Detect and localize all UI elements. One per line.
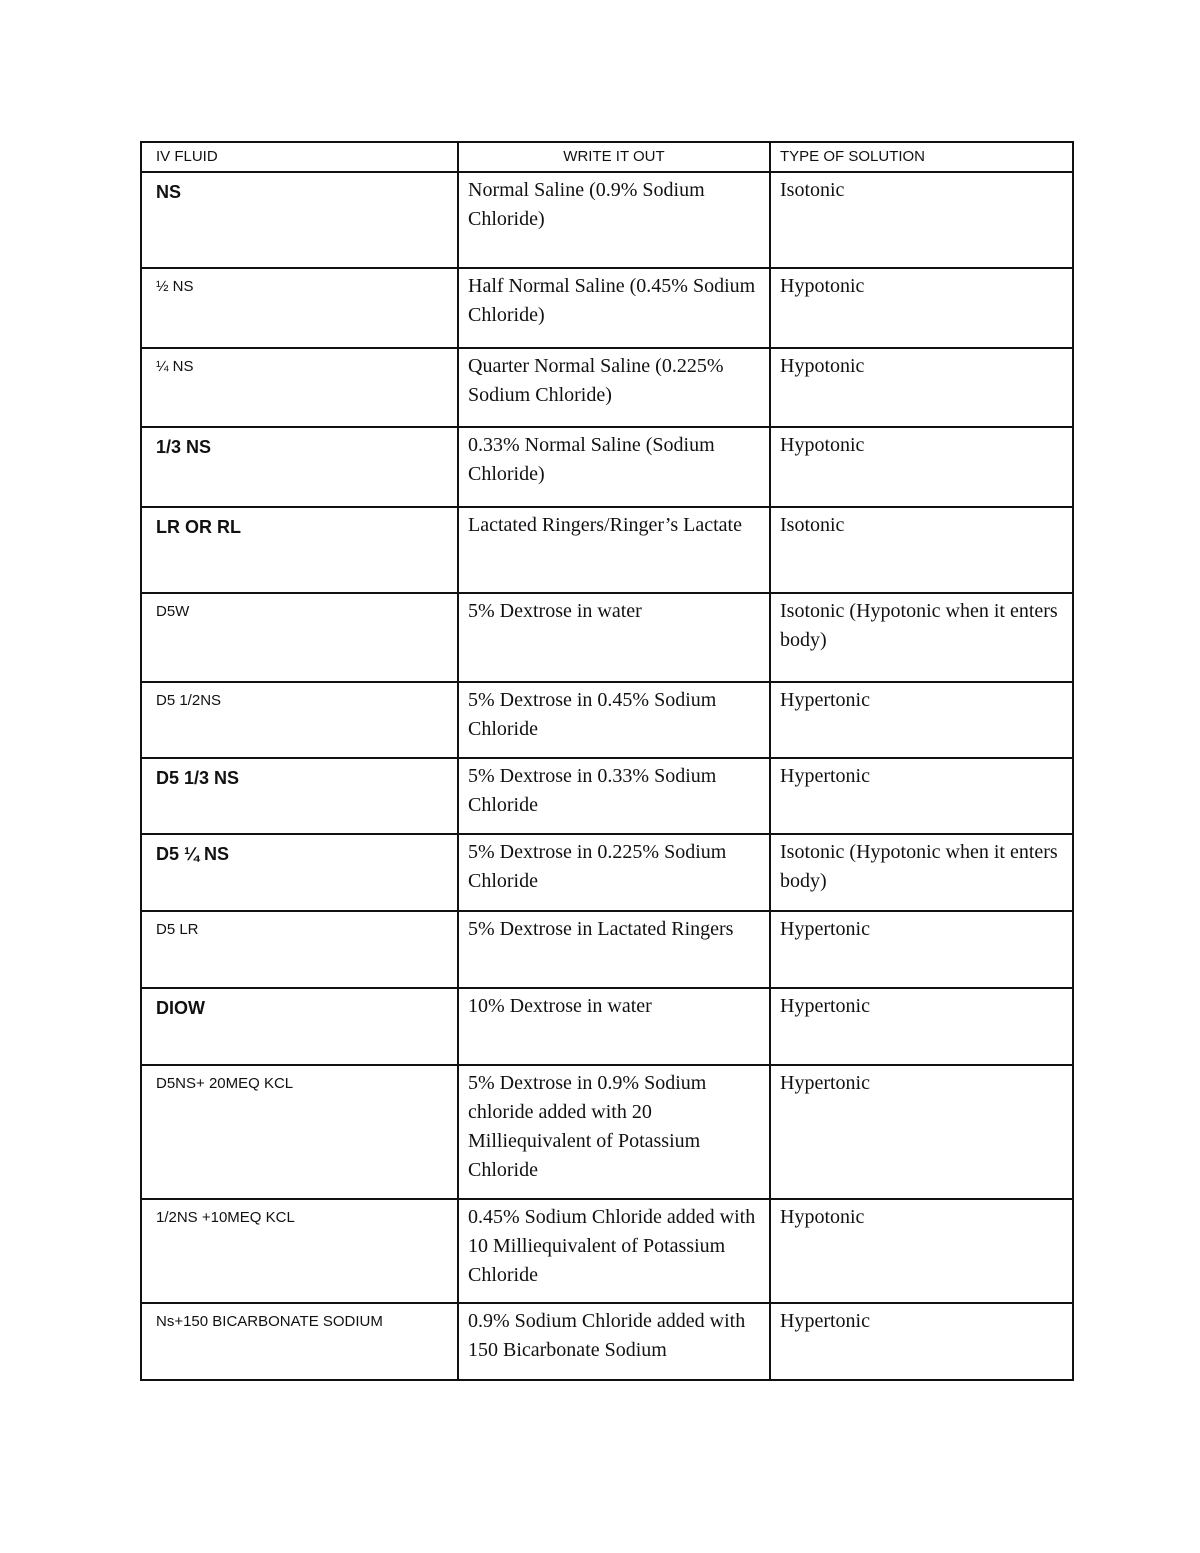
write-out-cell: Lactated Ringers/Ringer’s Lactate [457, 506, 771, 594]
fluid-cell: ¼ NS [140, 347, 459, 428]
write-out-cell: 10% Dextrose in water [457, 987, 771, 1066]
solution-type-cell: Isotonic (Hypotonic when it enters body) [769, 592, 1074, 683]
write-out-cell: 0.33% Normal Saline (Sodium Chloride) [457, 426, 771, 508]
solution-type-cell: Hypertonic [769, 987, 1074, 1066]
fluid-cell: DIOW [140, 987, 459, 1066]
fluid-cell: ½ NS [140, 267, 459, 349]
solution-type-cell: Hypertonic [769, 1302, 1074, 1381]
solution-type-cell: Isotonic [769, 171, 1074, 269]
write-out-cell: 0.9% Sodium Chloride added with 150 Bica… [457, 1302, 771, 1381]
fluid-cell: NS [140, 171, 459, 269]
table-row: NS Normal Saline (0.9% Sodium Chloride) Is… [140, 171, 1074, 269]
table-row: 1/2NS +10MEQ KCL 0.45% Sodium Chloride ad… [140, 1198, 1074, 1304]
iv-fluids-table: IV FLUID WRITE IT OUT TYPE OF SOLUTION N… [140, 141, 1074, 1381]
solution-type-cell: Hypotonic [769, 1198, 1074, 1304]
solution-type-cell: Hypertonic [769, 910, 1074, 989]
write-out-cell: Half Normal Saline (0.45% Sodium Chlorid… [457, 267, 771, 349]
fluid-cell: D5 LR [140, 910, 459, 989]
table-row: D5NS+ 20MEQ KCL 5% Dextrose in 0.9% Sodiu… [140, 1064, 1074, 1200]
solution-type-cell: Hypotonic [769, 347, 1074, 428]
table-row: ¼ NS Quarter Normal Saline (0.225% Sodium… [140, 347, 1074, 428]
table-row: D5 ¼ NS 5% Dextrose in 0.225% Sodium Chlo… [140, 833, 1074, 912]
solution-type-cell: Isotonic [769, 506, 1074, 594]
fluid-cell: 1/3 NS [140, 426, 459, 508]
write-out-cell: 5% Dextrose in 0.9% Sodium chloride adde… [457, 1064, 771, 1200]
header-write-it-out: WRITE IT OUT [457, 141, 771, 173]
write-out-cell: 5% Dextrose in 0.225% Sodium Chloride [457, 833, 771, 912]
write-out-cell: Normal Saline (0.9% Sodium Chloride) [457, 171, 771, 269]
header-type-of-solution: TYPE OF SOLUTION [769, 141, 1074, 173]
table-row: DIOW 10% Dextrose in water Hypertonic [140, 987, 1074, 1066]
table-row: ½ NS Half Normal Saline (0.45% Sodium Chl… [140, 267, 1074, 349]
fluid-cell: D5 1/2NS [140, 681, 459, 759]
table-row: D5 1/3 NS 5% Dextrose in 0.33% Sodium Chl… [140, 757, 1074, 835]
table-row: LR OR RL Lactated Ringers/Ringer’s Lactat… [140, 506, 1074, 594]
solution-type-cell: Hypertonic [769, 1064, 1074, 1200]
table-row: D5W 5% Dextrose in water Isotonic (Hypoton… [140, 592, 1074, 683]
table-row: D5 1/2NS 5% Dextrose in 0.45% Sodium Chlo… [140, 681, 1074, 759]
fluid-cell: D5NS+ 20MEQ KCL [140, 1064, 459, 1200]
fluid-cell: D5 ¼ NS [140, 833, 459, 912]
solution-type-cell: Hypotonic [769, 426, 1074, 508]
table-row: D5 LR 5% Dextrose in Lactated Ringers Hype… [140, 910, 1074, 989]
fluid-cell: D5 1/3 NS [140, 757, 459, 835]
write-out-cell: Quarter Normal Saline (0.225% Sodium Chl… [457, 347, 771, 428]
write-out-cell: 0.45% Sodium Chloride added with 10 Mill… [457, 1198, 771, 1304]
fluid-cell: LR OR RL [140, 506, 459, 594]
solution-type-cell: Hypertonic [769, 681, 1074, 759]
fluid-cell: Ns+150 BICARBONATE SODIUM [140, 1302, 459, 1381]
table-header-row: IV FLUID WRITE IT OUT TYPE OF SOLUTION [140, 141, 1074, 173]
write-out-cell: 5% Dextrose in 0.33% Sodium Chloride [457, 757, 771, 835]
write-out-cell: 5% Dextrose in 0.45% Sodium Chloride [457, 681, 771, 759]
table-row: Ns+150 BICARBONATE SODIUM 0.9% Sodium Chl… [140, 1302, 1074, 1381]
solution-type-cell: Hypotonic [769, 267, 1074, 349]
fluid-cell: D5W [140, 592, 459, 683]
solution-type-cell: Hypertonic [769, 757, 1074, 835]
solution-type-cell: Isotonic (Hypotonic when it enters body) [769, 833, 1074, 912]
write-out-cell: 5% Dextrose in water [457, 592, 771, 683]
table-row: 1/3 NS 0.33% Normal Saline (Sodium Chlori… [140, 426, 1074, 508]
header-iv-fluid: IV FLUID [140, 141, 459, 173]
fluid-cell: 1/2NS +10MEQ KCL [140, 1198, 459, 1304]
write-out-cell: 5% Dextrose in Lactated Ringers [457, 910, 771, 989]
